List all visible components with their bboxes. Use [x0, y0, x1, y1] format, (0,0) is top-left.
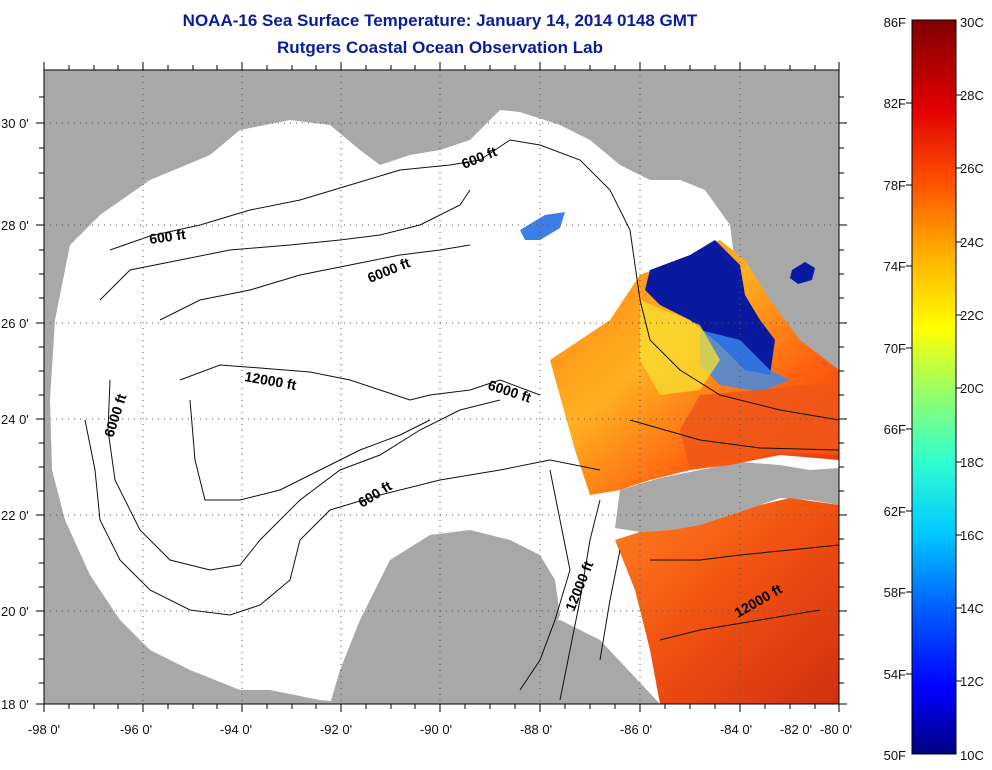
colorbar-c-label: 26C [960, 161, 984, 176]
sst-cold-patch [645, 240, 775, 375]
colorbar-f-label: 54F [884, 667, 906, 682]
lat-label: 18 0' [1, 697, 29, 712]
lat-ticks [36, 96, 847, 705]
lat-label: 20 0' [1, 604, 29, 619]
lon-label: -84 0' [720, 722, 752, 737]
colorbar-c-label: 12C [960, 674, 984, 689]
colorbar [911, 19, 957, 755]
lat-label: 28 0' [1, 218, 29, 233]
lat-label: 24 0' [1, 412, 29, 427]
sst-yellow-patch [640, 300, 720, 395]
cuba-land [615, 462, 839, 532]
lon-ticks [43, 62, 840, 712]
colorbar-f-label: 78F [884, 178, 906, 193]
contour-label: 600 ft [148, 226, 187, 247]
colorbar-c-label: 18C [960, 455, 984, 470]
sst-blue-blob-north [520, 212, 565, 240]
lon-label: -94 0' [220, 722, 252, 737]
colorbar-ticks [906, 94, 962, 682]
lon-label: -90 0' [420, 722, 452, 737]
sst-lake-okeechobee [790, 262, 815, 284]
colorbar-f-label: 58F [884, 585, 906, 600]
colorbar-f-label: 74F [884, 259, 906, 274]
lat-label: 22 0' [1, 508, 29, 523]
colorbar-f-label: 86F [884, 15, 906, 30]
colorbar-c-label: 20C [960, 381, 984, 396]
colorbar-f-label: 50F [884, 748, 906, 763]
lon-label: -80 0' [820, 722, 852, 737]
map-subtitle: Rutgers Coastal Ocean Observation Lab [277, 38, 603, 57]
lat-label: 30 0' [1, 116, 29, 131]
colorbar-c-label: 22C [960, 308, 984, 323]
colorbar-c-label: 28C [960, 88, 984, 103]
lon-label: -92 0' [320, 722, 352, 737]
florida-land [705, 112, 839, 360]
colorbar-f-label: 66F [884, 422, 906, 437]
colorbar-c-label: 24C [960, 235, 984, 250]
yucatan-land [330, 530, 560, 704]
lat-label: 26 0' [1, 316, 29, 331]
lon-label: -98 0' [28, 722, 60, 737]
graticule [44, 70, 839, 704]
map-title: NOAA-16 Sea Surface Temperature: January… [182, 11, 698, 30]
colorbar-c-label: 10C [960, 748, 984, 763]
lon-label: -88 0' [520, 722, 552, 737]
colorbar-c-label: 14C [960, 601, 984, 616]
bathymetry-contours [84, 139, 839, 701]
sst-caribbean [615, 498, 839, 704]
colorbar-c-label: 16C [960, 528, 984, 543]
sst-cool-patch [700, 330, 790, 392]
colorbar-c-label: 30C [960, 15, 984, 30]
colorbar-f-label: 82F [884, 96, 906, 111]
lon-label: -96 0' [120, 722, 152, 737]
lon-label: -82 0' [780, 722, 812, 737]
lon-label: -86 0' [620, 722, 652, 737]
colorbar-f-label: 70F [884, 341, 906, 356]
colorbar-f-label: 62F [884, 504, 906, 519]
map-frame [43, 69, 840, 705]
